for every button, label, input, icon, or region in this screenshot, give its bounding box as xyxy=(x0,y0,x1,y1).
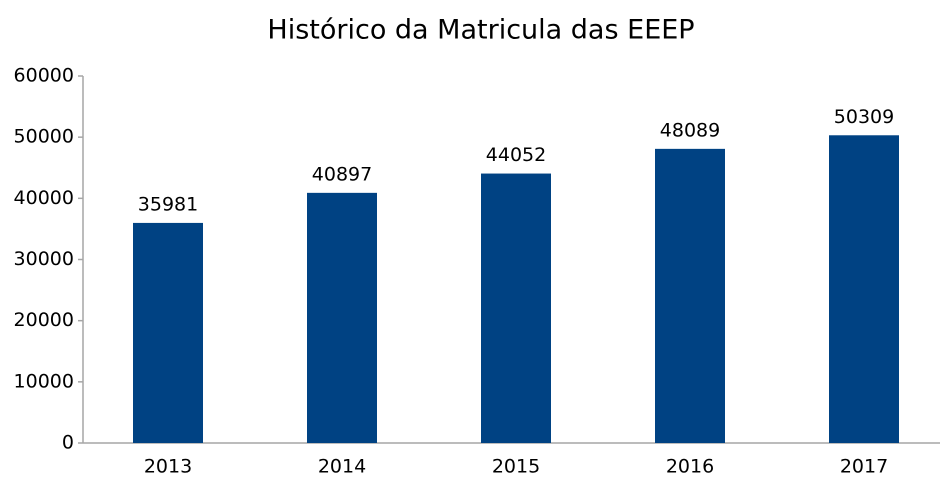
y-tick-label: 50000 xyxy=(14,126,74,148)
y-tick-label: 40000 xyxy=(14,187,74,209)
bar xyxy=(307,192,377,443)
x-tick-label: 2015 xyxy=(492,456,540,477)
x-tick-label: 2016 xyxy=(666,456,714,477)
x-tick-label: 2014 xyxy=(318,456,366,477)
bar xyxy=(829,135,899,443)
data-label: 35981 xyxy=(138,193,198,215)
data-label: 44052 xyxy=(486,144,546,166)
y-tick-label: 10000 xyxy=(14,370,74,392)
data-label: 48089 xyxy=(660,119,720,141)
y-tick-label: 20000 xyxy=(14,309,74,331)
x-tick-label: 2013 xyxy=(144,456,192,477)
y-tick-label: 60000 xyxy=(14,65,74,87)
bar xyxy=(133,222,203,443)
data-label: 40897 xyxy=(312,163,372,185)
chart-title: Histórico da Matricula das EEEP xyxy=(267,15,694,46)
y-tick-label: 0 xyxy=(62,432,74,454)
bar xyxy=(655,148,725,443)
data-label: 50309 xyxy=(834,106,894,128)
x-tick-label: 2017 xyxy=(840,456,888,477)
bar xyxy=(481,173,551,444)
y-tick-label: 30000 xyxy=(14,248,74,270)
